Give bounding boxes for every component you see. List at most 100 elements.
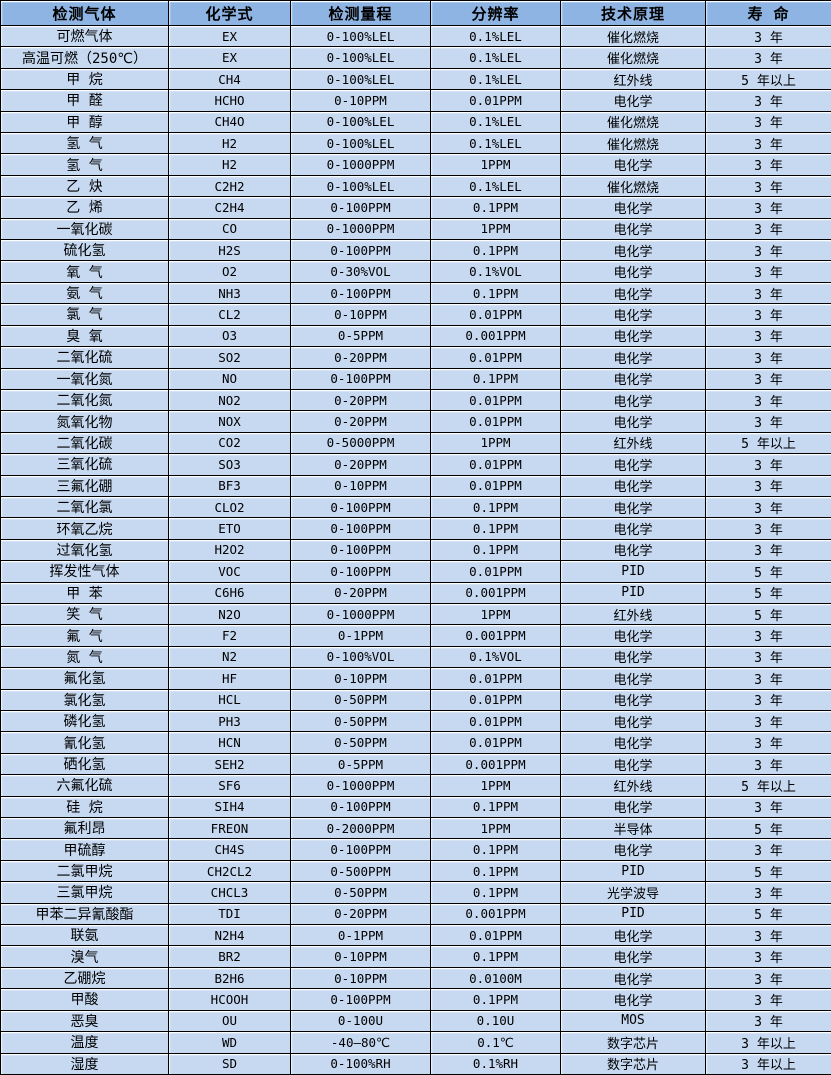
cell-range: 0-100%LEL (290, 24, 431, 48)
cell-gas: 挥发性气体 (0, 560, 169, 583)
cell-lifespan: 3 年 (705, 538, 831, 562)
column-header-range: 检测量程 (290, 0, 431, 26)
cell-lifespan: 5 年以上 (705, 431, 831, 455)
cell-principle: 催化燃烧 (560, 132, 706, 155)
cell-range: 0-1PPM (290, 624, 431, 647)
cell-lifespan: 3 年 (705, 110, 831, 134)
cell-lifespan: 3 年 (705, 517, 831, 540)
cell-principle: 催化燃烧 (560, 110, 706, 134)
cell-lifespan: 3 年 (705, 495, 831, 519)
cell-resolution: 0.1PPM (430, 945, 561, 968)
cell-lifespan: 3 年 (705, 153, 831, 176)
cell-principle: 电化学 (560, 838, 706, 861)
table-row: 一氧化氮 NO 0-100PPM 0.1PPM 电化学 3 年 (0, 367, 831, 390)
cell-formula: BF3 (168, 474, 291, 497)
cell-formula: ETO (168, 517, 291, 540)
cell-gas: 乙 炔 (0, 174, 169, 198)
cell-gas: 三氯甲烷 (0, 881, 169, 904)
table-row: 甲硫醇 CH4S 0-100PPM 0.1PPM 电化学 3 年 (0, 838, 831, 861)
cell-resolution: 0.01PPM (430, 667, 561, 690)
cell-resolution: 0.01PPM (430, 924, 561, 947)
cell-formula: HCHO (168, 89, 291, 112)
cell-gas: 环氧乙烷 (0, 517, 169, 540)
cell-range: 0-20PPM (290, 388, 431, 412)
cell-principle: 电化学 (560, 966, 706, 990)
cell-lifespan: 3 年 (705, 46, 831, 69)
cell-resolution: 0.1%LEL (430, 132, 561, 155)
cell-resolution: 1PPM (430, 431, 561, 455)
cell-range: 0-100%LEL (290, 174, 431, 198)
cell-formula: H2 (168, 132, 291, 155)
cell-resolution: 0.1PPM (430, 367, 561, 390)
cell-gas: 氰化氢 (0, 731, 169, 754)
cell-principle: 电化学 (560, 346, 706, 369)
table-row: 甲 醛 HCHO 0-10PPM 0.01PPM 电化学 3 年 (0, 89, 831, 112)
cell-range: 0-20PPM (290, 581, 431, 604)
cell-lifespan: 3 年 (705, 174, 831, 198)
cell-gas: 二氧化碳 (0, 431, 169, 455)
cell-resolution: 0.0100M (430, 966, 561, 990)
table-row: 氮氧化物 NOX 0-20PPM 0.01PPM 电化学 3 年 (0, 410, 831, 433)
cell-range: 0-1000PPM (290, 602, 431, 626)
cell-principle: 红外线 (560, 67, 706, 91)
table-row: 一氧化碳 CO 0-1000PPM 1PPM 电化学 3 年 (0, 217, 831, 241)
cell-range: 0-100PPM (290, 560, 431, 583)
cell-formula: NH3 (168, 281, 291, 305)
cell-lifespan: 3 年 (705, 966, 831, 990)
cell-formula: C2H2 (168, 174, 291, 198)
cell-formula: N2O (168, 602, 291, 626)
cell-lifespan: 3 年 (705, 624, 831, 647)
cell-lifespan: 3 年 (705, 132, 831, 155)
cell-lifespan: 3 年 (705, 924, 831, 947)
cell-principle: 红外线 (560, 602, 706, 626)
cell-resolution: 0.01PPM (430, 688, 561, 712)
cell-lifespan: 3 年 (705, 346, 831, 369)
cell-resolution: 0.10U (430, 1009, 561, 1033)
cell-resolution: 0.1%LEL (430, 174, 561, 198)
cell-range: 0-10PPM (290, 89, 431, 112)
cell-resolution: 0.1%VOL (430, 645, 561, 669)
cell-formula: CH4S (168, 838, 291, 861)
cell-principle: 电化学 (560, 795, 706, 819)
cell-gas: 臭 氧 (0, 324, 169, 348)
cell-range: 0-20PPM (290, 453, 431, 476)
cell-resolution: 0.01PPM (430, 474, 561, 497)
cell-gas: 恶臭 (0, 1009, 169, 1033)
header-row: 检测气体 化学式 检测量程 分辨率 技术原理 寿 命 (0, 0, 831, 26)
cell-lifespan: 3 年 (705, 731, 831, 754)
table-row: 甲酸 HCOOH 0-100PPM 0.1PPM 电化学 3 年 (0, 988, 831, 1011)
cell-lifespan: 3 年 (705, 303, 831, 326)
cell-resolution: 1PPM (430, 602, 561, 626)
cell-formula: N2 (168, 645, 291, 669)
cell-gas: 甲 醛 (0, 89, 169, 112)
cell-gas: 六氟化硫 (0, 774, 169, 797)
table-row: 氢 气 H2 0-1000PPM 1PPM 电化学 3 年 (0, 153, 831, 176)
cell-gas: 甲 苯 (0, 581, 169, 604)
cell-formula: PH3 (168, 709, 291, 733)
cell-principle: 电化学 (560, 752, 706, 776)
table-row: 氟化氢 HF 0-10PPM 0.01PPM 电化学 3 年 (0, 667, 831, 690)
cell-principle: 电化学 (560, 624, 706, 647)
cell-formula: H2 (168, 153, 291, 176)
cell-formula: SO2 (168, 346, 291, 369)
table-row: 氢 气 H2 0-100%LEL 0.1%LEL 催化燃烧 3 年 (0, 132, 831, 155)
cell-principle: 电化学 (560, 388, 706, 412)
cell-principle: 电化学 (560, 281, 706, 305)
table-row: 硅 烷 SIH4 0-100PPM 0.1PPM 电化学 3 年 (0, 795, 831, 819)
cell-formula: H2O2 (168, 538, 291, 562)
cell-range: 0-100PPM (290, 495, 431, 519)
cell-formula: F2 (168, 624, 291, 647)
cell-formula: FREON (168, 817, 291, 840)
cell-resolution: 0.1PPM (430, 196, 561, 219)
cell-principle: 电化学 (560, 517, 706, 540)
table-row: 氰化氢 HCN 0-50PPM 0.01PPM 电化学 3 年 (0, 731, 831, 754)
cell-gas: 甲硫醇 (0, 838, 169, 861)
cell-lifespan: 3 年 (705, 239, 831, 262)
cell-gas: 一氧化碳 (0, 217, 169, 241)
table-row: 高温可燃（250℃） EX 0-100%LEL 0.1%LEL 催化燃烧 3 年 (0, 46, 831, 69)
cell-gas: 联氨 (0, 924, 169, 947)
cell-lifespan: 5 年 (705, 602, 831, 626)
cell-resolution: 0.1PPM (430, 538, 561, 562)
cell-formula: VOC (168, 560, 291, 583)
